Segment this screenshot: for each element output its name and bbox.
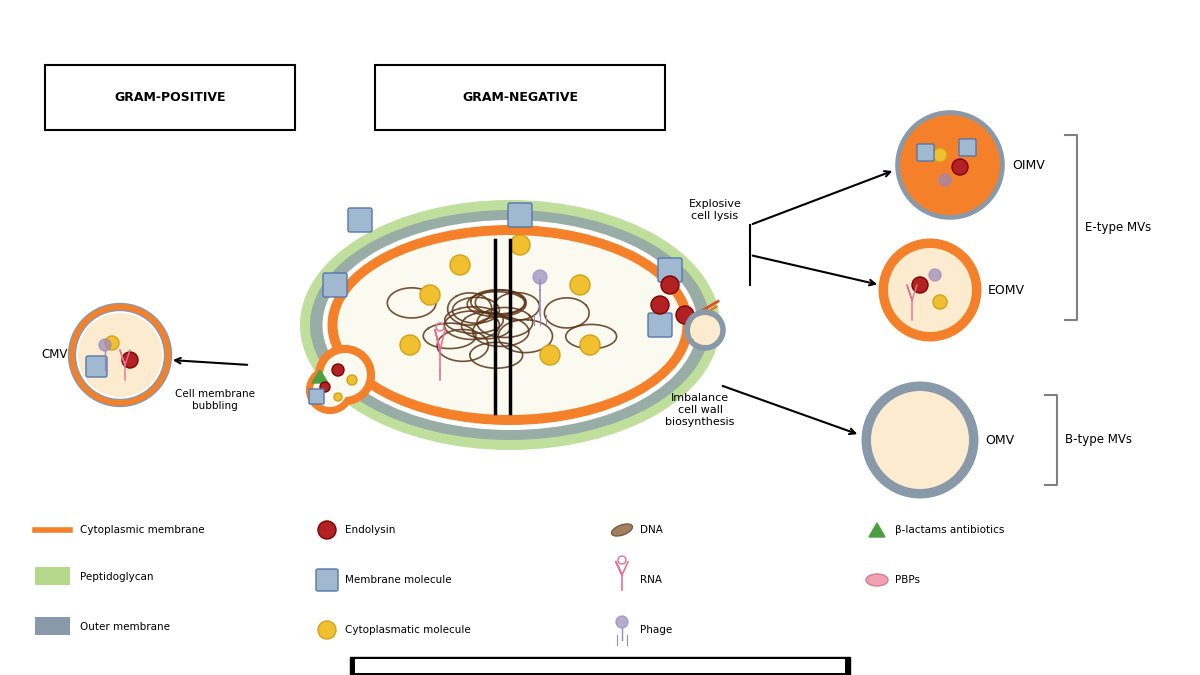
- Ellipse shape: [323, 220, 697, 430]
- Ellipse shape: [310, 210, 710, 440]
- FancyBboxPatch shape: [374, 65, 665, 130]
- Text: Peptidoglycan: Peptidoglycan: [80, 572, 154, 582]
- Ellipse shape: [612, 524, 632, 536]
- Circle shape: [676, 306, 694, 324]
- Circle shape: [78, 313, 162, 397]
- Text: B-type MVs: B-type MVs: [1064, 433, 1132, 446]
- Circle shape: [122, 352, 138, 368]
- Text: Phage: Phage: [640, 625, 672, 635]
- FancyBboxPatch shape: [310, 389, 324, 404]
- Text: Cell membrane
bubbling: Cell membrane bubbling: [175, 389, 256, 411]
- Circle shape: [400, 335, 420, 355]
- Circle shape: [650, 296, 670, 314]
- Text: RNA: RNA: [640, 575, 662, 585]
- Bar: [35, 567, 70, 585]
- FancyBboxPatch shape: [658, 258, 682, 282]
- Circle shape: [690, 315, 720, 345]
- Circle shape: [533, 270, 547, 284]
- Circle shape: [308, 368, 352, 412]
- Polygon shape: [869, 523, 886, 537]
- Bar: [350, 657, 850, 675]
- Text: GRAM-NEGATIVE: GRAM-NEGATIVE: [462, 91, 578, 104]
- Circle shape: [450, 255, 470, 275]
- Circle shape: [912, 277, 928, 293]
- Circle shape: [334, 393, 342, 401]
- Circle shape: [323, 353, 367, 397]
- Ellipse shape: [300, 200, 720, 450]
- Text: Imbalance
cell wall
biosynthesis: Imbalance cell wall biosynthesis: [665, 394, 734, 427]
- Circle shape: [908, 123, 992, 207]
- Circle shape: [616, 616, 628, 628]
- Text: PBPs: PBPs: [895, 575, 920, 585]
- Text: Cytoplasmic membrane: Cytoplasmic membrane: [80, 525, 205, 535]
- Circle shape: [882, 242, 978, 338]
- Circle shape: [540, 345, 560, 365]
- FancyBboxPatch shape: [323, 273, 347, 297]
- Circle shape: [871, 391, 970, 489]
- Text: DNA: DNA: [640, 525, 662, 535]
- Text: OIMV: OIMV: [1012, 159, 1045, 171]
- Circle shape: [510, 235, 530, 255]
- Circle shape: [929, 269, 941, 281]
- Circle shape: [570, 275, 590, 295]
- FancyBboxPatch shape: [508, 203, 532, 227]
- Circle shape: [347, 375, 358, 385]
- Text: CMV: CMV: [42, 348, 68, 362]
- Circle shape: [934, 148, 947, 162]
- Text: β-lactams antibiotics: β-lactams antibiotics: [895, 525, 1004, 535]
- Text: E-type MVs: E-type MVs: [1085, 221, 1151, 234]
- Circle shape: [888, 248, 972, 332]
- Circle shape: [318, 621, 336, 639]
- FancyBboxPatch shape: [46, 65, 295, 130]
- FancyBboxPatch shape: [917, 144, 934, 161]
- FancyBboxPatch shape: [348, 208, 372, 232]
- Text: EOMV: EOMV: [988, 284, 1025, 296]
- FancyBboxPatch shape: [648, 313, 672, 337]
- FancyBboxPatch shape: [959, 139, 976, 156]
- Circle shape: [106, 336, 119, 350]
- Text: Explosive
cell lysis: Explosive cell lysis: [689, 199, 742, 221]
- Ellipse shape: [866, 574, 888, 586]
- Text: Membrane molecule: Membrane molecule: [346, 575, 451, 585]
- Polygon shape: [312, 370, 328, 383]
- Circle shape: [865, 385, 974, 495]
- FancyBboxPatch shape: [316, 569, 338, 591]
- Circle shape: [938, 174, 950, 186]
- Circle shape: [580, 335, 600, 355]
- Circle shape: [98, 339, 112, 351]
- Circle shape: [332, 364, 344, 376]
- Ellipse shape: [337, 235, 683, 415]
- Text: Outer membrane: Outer membrane: [80, 622, 170, 632]
- FancyBboxPatch shape: [86, 356, 107, 377]
- Circle shape: [902, 117, 998, 213]
- Text: Endolysin: Endolysin: [346, 525, 395, 535]
- Circle shape: [317, 347, 373, 403]
- Circle shape: [318, 521, 336, 539]
- Circle shape: [898, 113, 1002, 217]
- Circle shape: [952, 159, 968, 175]
- Circle shape: [320, 382, 330, 392]
- Text: Cytoplasmatic molecule: Cytoplasmatic molecule: [346, 625, 470, 635]
- Ellipse shape: [328, 225, 692, 425]
- Circle shape: [313, 373, 347, 407]
- Circle shape: [420, 285, 440, 305]
- Text: OMV: OMV: [985, 433, 1014, 446]
- Text: GRAM-POSITIVE: GRAM-POSITIVE: [114, 91, 226, 104]
- Circle shape: [934, 295, 947, 309]
- Bar: [35, 617, 70, 635]
- Circle shape: [661, 276, 679, 294]
- Bar: [355, 659, 845, 673]
